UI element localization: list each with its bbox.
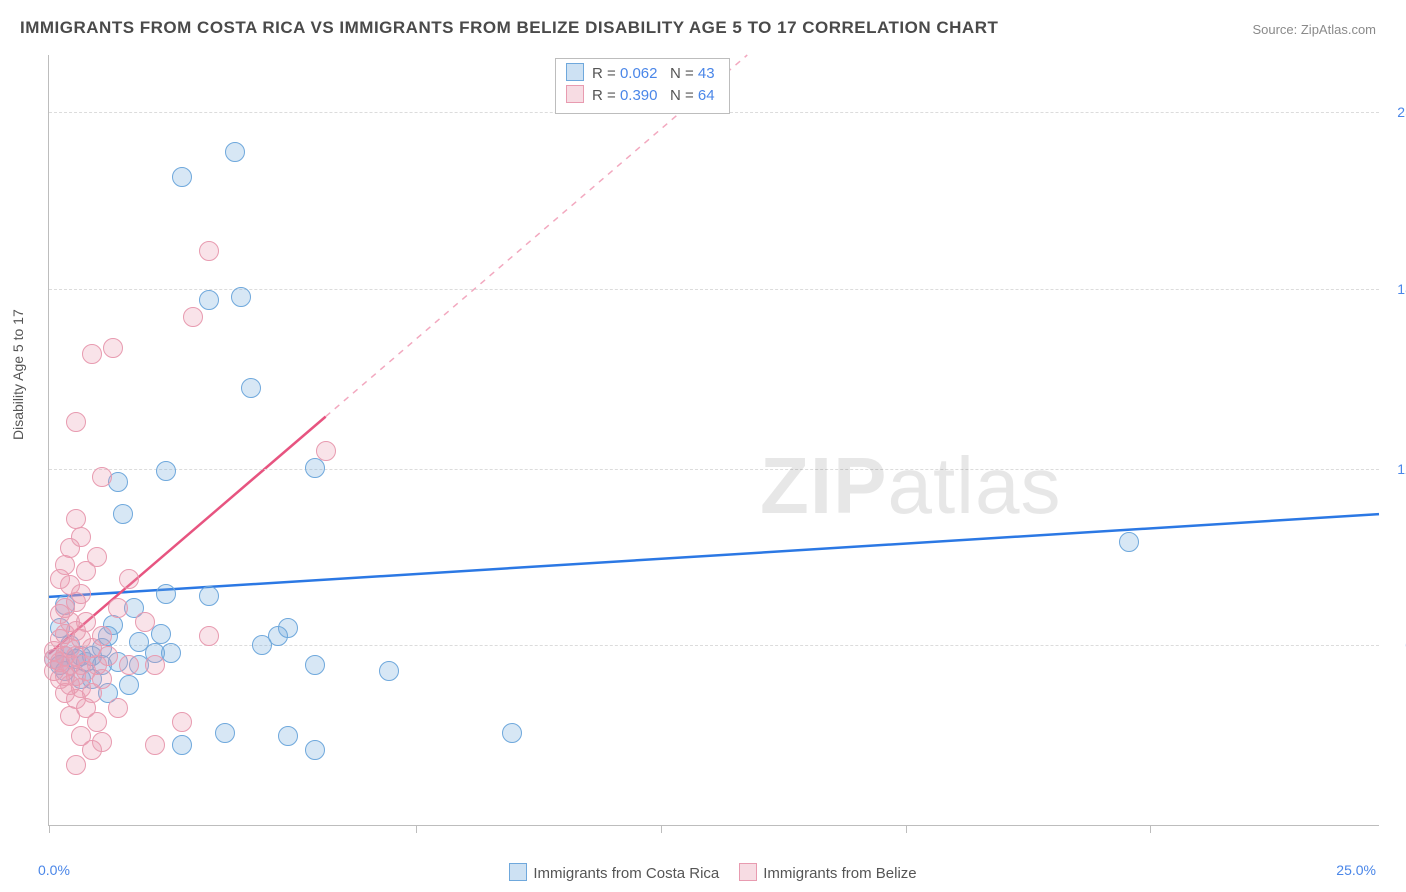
data-point xyxy=(241,378,261,398)
data-point xyxy=(55,555,75,575)
data-point xyxy=(172,167,192,187)
gridline xyxy=(49,289,1379,290)
data-point xyxy=(172,735,192,755)
series-legend: Immigrants from Costa Rica Immigrants fro… xyxy=(0,863,1406,882)
data-point xyxy=(145,655,165,675)
data-point xyxy=(225,142,245,162)
data-point xyxy=(278,726,298,746)
x-tick xyxy=(906,825,907,833)
data-point xyxy=(172,712,192,732)
data-point xyxy=(108,598,128,618)
gridline xyxy=(49,645,1379,646)
plot-area: 6.3%12.5%18.8%25.0% xyxy=(48,55,1379,826)
data-point xyxy=(278,618,298,638)
data-point xyxy=(305,655,325,675)
data-point xyxy=(108,698,128,718)
x-tick xyxy=(49,825,50,833)
trend-line-solid xyxy=(49,514,1379,597)
data-point xyxy=(92,467,112,487)
data-point xyxy=(113,504,133,524)
data-point xyxy=(71,584,91,604)
y-tick-label: 18.8% xyxy=(1397,281,1406,297)
data-point xyxy=(156,584,176,604)
legend-swatch xyxy=(509,863,527,881)
data-point xyxy=(66,755,86,775)
data-point xyxy=(183,307,203,327)
y-tick-label: 12.5% xyxy=(1397,461,1406,477)
data-point xyxy=(92,669,112,689)
trend-lines xyxy=(49,55,1379,825)
data-point xyxy=(71,527,91,547)
data-point xyxy=(199,626,219,646)
data-point xyxy=(135,612,155,632)
legend-n-value: 43 xyxy=(698,65,715,82)
y-axis-title: Disability Age 5 to 17 xyxy=(10,309,26,440)
data-point xyxy=(119,655,139,675)
legend-swatch xyxy=(566,63,584,81)
legend-r-value: 0.062 xyxy=(620,65,658,82)
source-label: Source: ZipAtlas.com xyxy=(1252,22,1376,37)
legend-swatch xyxy=(739,863,757,881)
chart-title: IMMIGRANTS FROM COSTA RICA VS IMMIGRANTS… xyxy=(20,18,998,38)
data-point xyxy=(119,675,139,695)
legend-series-label: Immigrants from Belize xyxy=(763,865,916,882)
data-point xyxy=(215,723,235,743)
data-point xyxy=(87,547,107,567)
data-point xyxy=(199,241,219,261)
data-point xyxy=(156,461,176,481)
data-point xyxy=(92,732,112,752)
legend-row: R = 0.062 N = 43 xyxy=(566,63,715,85)
data-point xyxy=(145,735,165,755)
x-tick xyxy=(661,825,662,833)
data-point xyxy=(305,740,325,760)
data-point xyxy=(305,458,325,478)
data-point xyxy=(316,441,336,461)
correlation-legend: R = 0.062 N = 43R = 0.390 N = 64 xyxy=(555,58,730,114)
data-point xyxy=(87,712,107,732)
legend-row: R = 0.390 N = 64 xyxy=(566,85,715,107)
data-point xyxy=(98,646,118,666)
data-point xyxy=(231,287,251,307)
x-tick xyxy=(1150,825,1151,833)
data-point xyxy=(66,412,86,432)
gridline xyxy=(49,469,1379,470)
legend-r-value: 0.390 xyxy=(620,87,658,104)
data-point xyxy=(379,661,399,681)
x-tick xyxy=(416,825,417,833)
data-point xyxy=(103,338,123,358)
data-point xyxy=(76,612,96,632)
y-tick-label: 25.0% xyxy=(1397,104,1406,120)
data-point xyxy=(92,626,112,646)
data-point xyxy=(502,723,522,743)
data-point xyxy=(1119,532,1139,552)
data-point xyxy=(119,569,139,589)
legend-swatch xyxy=(566,85,584,103)
data-point xyxy=(82,344,102,364)
legend-series-label: Immigrants from Costa Rica xyxy=(533,865,719,882)
data-point xyxy=(199,290,219,310)
legend-n-value: 64 xyxy=(698,87,715,104)
data-point xyxy=(199,586,219,606)
